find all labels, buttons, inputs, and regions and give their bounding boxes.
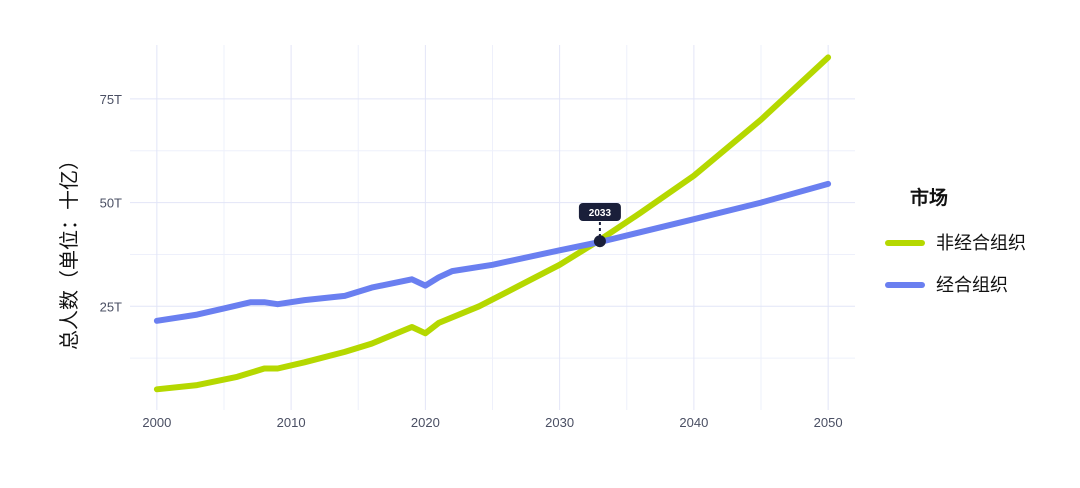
x-tick-label: 2050: [814, 415, 843, 430]
legend-title: 市场: [910, 186, 948, 209]
y-axis-label: 总人数（单位：十亿）: [57, 150, 81, 350]
y-axis: 25T 50T 75T: [100, 92, 122, 314]
crossover-annotation: 2033: [578, 203, 621, 248]
x-tick-label: 2000: [142, 415, 171, 430]
legend-label-0: 非经合组织: [936, 233, 1026, 254]
grid: [130, 45, 855, 410]
x-tick-label: 2010: [277, 415, 306, 430]
crossover-point: [593, 235, 606, 248]
x-tick-label: 2040: [679, 415, 708, 430]
x-tick-label: 2030: [545, 415, 574, 430]
legend-label-1: 经合组织: [936, 275, 1008, 296]
y-tick-label: 50T: [100, 196, 122, 211]
y-tick-label: 25T: [100, 299, 122, 314]
x-tick-label: 2020: [411, 415, 440, 430]
y-tick-label: 75T: [100, 92, 122, 107]
annotation-label: 2033: [589, 208, 612, 219]
x-axis: 2000 2010 2020 2030 2040 2050: [142, 415, 842, 430]
series-line-0: [153, 54, 832, 393]
annotation-tooltip: [578, 203, 621, 221]
